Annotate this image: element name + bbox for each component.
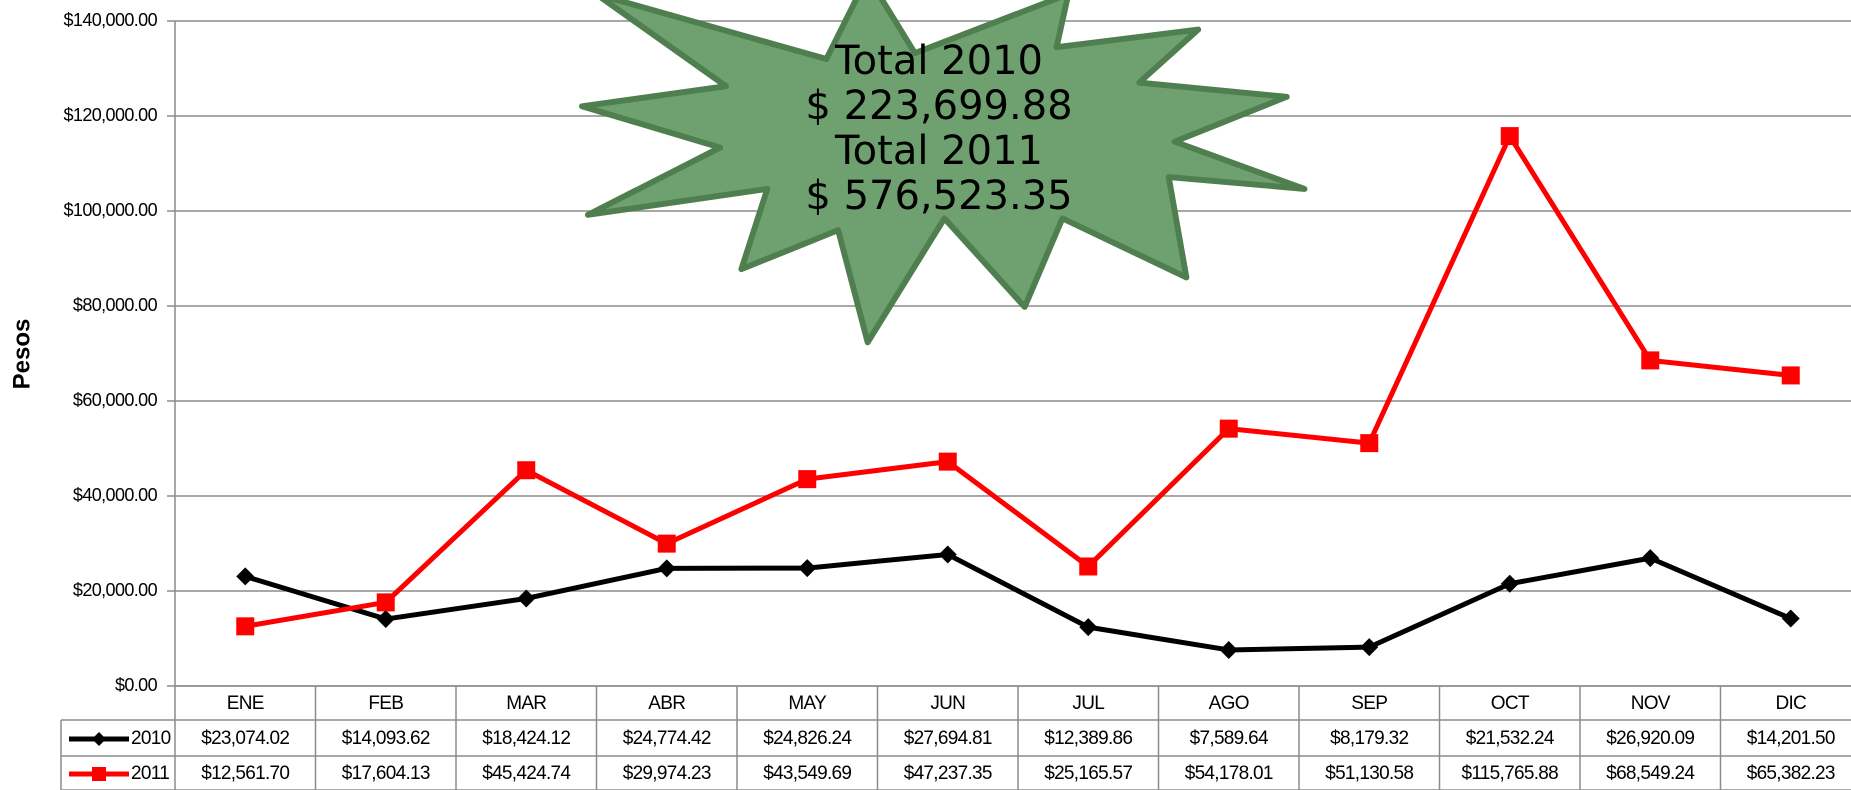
data-label: $12,561.70 (201, 763, 289, 784)
y-tick-label: $120,000.00 (64, 105, 158, 125)
x-tick-label: ABR (648, 693, 685, 714)
data-label: $24,826.24 (763, 728, 852, 749)
x-tick-label: JUL (1072, 693, 1104, 714)
data-label: $27,694.81 (904, 728, 992, 749)
data-label: $47,237.35 (904, 763, 992, 784)
data-point (377, 593, 395, 611)
legend-label: 2011 (131, 763, 169, 784)
data-point (1501, 127, 1519, 145)
y-tick-label: $100,000.00 (64, 200, 158, 220)
data-point (236, 567, 254, 585)
data-point (1079, 618, 1097, 636)
data-point (517, 589, 535, 607)
data-label: $18,424.12 (482, 728, 570, 749)
x-tick-label: NOV (1631, 693, 1671, 714)
x-tick-label: AGO (1209, 693, 1249, 714)
data-label: $8,179.32 (1330, 728, 1408, 749)
data-label: $7,589.64 (1190, 728, 1269, 749)
x-tick-label: MAR (506, 693, 546, 714)
data-point (939, 545, 957, 563)
data-point (658, 559, 676, 577)
data-label: $43,549.69 (763, 763, 851, 784)
data-label: $54,178.01 (1185, 763, 1273, 784)
x-tick-label: MAY (788, 693, 827, 714)
data-label: $14,201.50 (1747, 728, 1835, 749)
data-label: $24,774.42 (623, 728, 711, 749)
annotation-text: Total 2011 (834, 128, 1043, 174)
data-label: $17,604.13 (342, 763, 430, 784)
data-point (517, 461, 535, 479)
annotation-text: Total 2010 (834, 38, 1043, 84)
legend-label: 2010 (131, 728, 171, 749)
data-label: $65,382.23 (1747, 763, 1835, 784)
data-point (1641, 351, 1659, 369)
annotation-text: $ 576,523.35 (805, 173, 1072, 219)
data-point (1360, 434, 1378, 452)
series-line (245, 554, 1791, 649)
data-point (798, 559, 816, 577)
x-tick-label: DIC (1775, 693, 1806, 714)
y-tick-label: $60,000.00 (73, 390, 158, 410)
data-label: $14,093.62 (342, 728, 430, 749)
data-label: $29,974.23 (623, 763, 711, 784)
data-label: $21,532.24 (1466, 728, 1555, 749)
data-label: $23,074.02 (201, 728, 289, 749)
x-tick-label: JUN (930, 693, 965, 714)
data-point (1641, 549, 1659, 567)
data-point (236, 617, 254, 635)
data-label: $26,920.09 (1606, 728, 1694, 749)
x-tick-label: SEP (1351, 693, 1387, 714)
data-point (939, 453, 957, 471)
data-point (377, 610, 395, 628)
data-label: $51,130.58 (1325, 763, 1413, 784)
y-axis-title: Pesos (8, 319, 35, 390)
data-point (1782, 366, 1800, 384)
data-point (1220, 420, 1238, 438)
chart: Pesos $0.00 $20,000.00 $40,000.00 $60,000.0… (0, 0, 1851, 790)
data-label: $45,424.74 (482, 763, 571, 784)
legend-marker (92, 767, 106, 781)
data-point (1079, 557, 1097, 575)
annotation-text: $ 223,699.88 (805, 83, 1072, 129)
y-tick-label: $20,000.00 (73, 580, 158, 600)
y-tick-label: $140,000.00 (64, 10, 158, 30)
y-tick-label: $40,000.00 (73, 485, 158, 505)
x-tick-label: FEB (368, 693, 403, 714)
data-point (798, 470, 816, 488)
data-label: $115,765.88 (1461, 763, 1558, 784)
data-point (658, 535, 676, 553)
data-label: $25,165.57 (1044, 763, 1132, 784)
data-label: $12,389.86 (1044, 728, 1132, 749)
x-tick-label: ENE (227, 693, 264, 714)
x-tick-label: OCT (1491, 693, 1530, 714)
legend-marker (92, 732, 106, 746)
data-point (1782, 610, 1800, 628)
data-label: $68,549.24 (1606, 763, 1695, 784)
data-table: ENE FEB MAR ABR MAY JUN JUL AGO SEP OCT NOV DIC 2010… (61, 686, 1851, 790)
data-point (1220, 641, 1238, 659)
data-point (1501, 575, 1519, 593)
y-tick-label: $80,000.00 (73, 295, 158, 315)
data-point (1360, 638, 1378, 656)
y-tick-label: $0.00 (115, 675, 158, 695)
